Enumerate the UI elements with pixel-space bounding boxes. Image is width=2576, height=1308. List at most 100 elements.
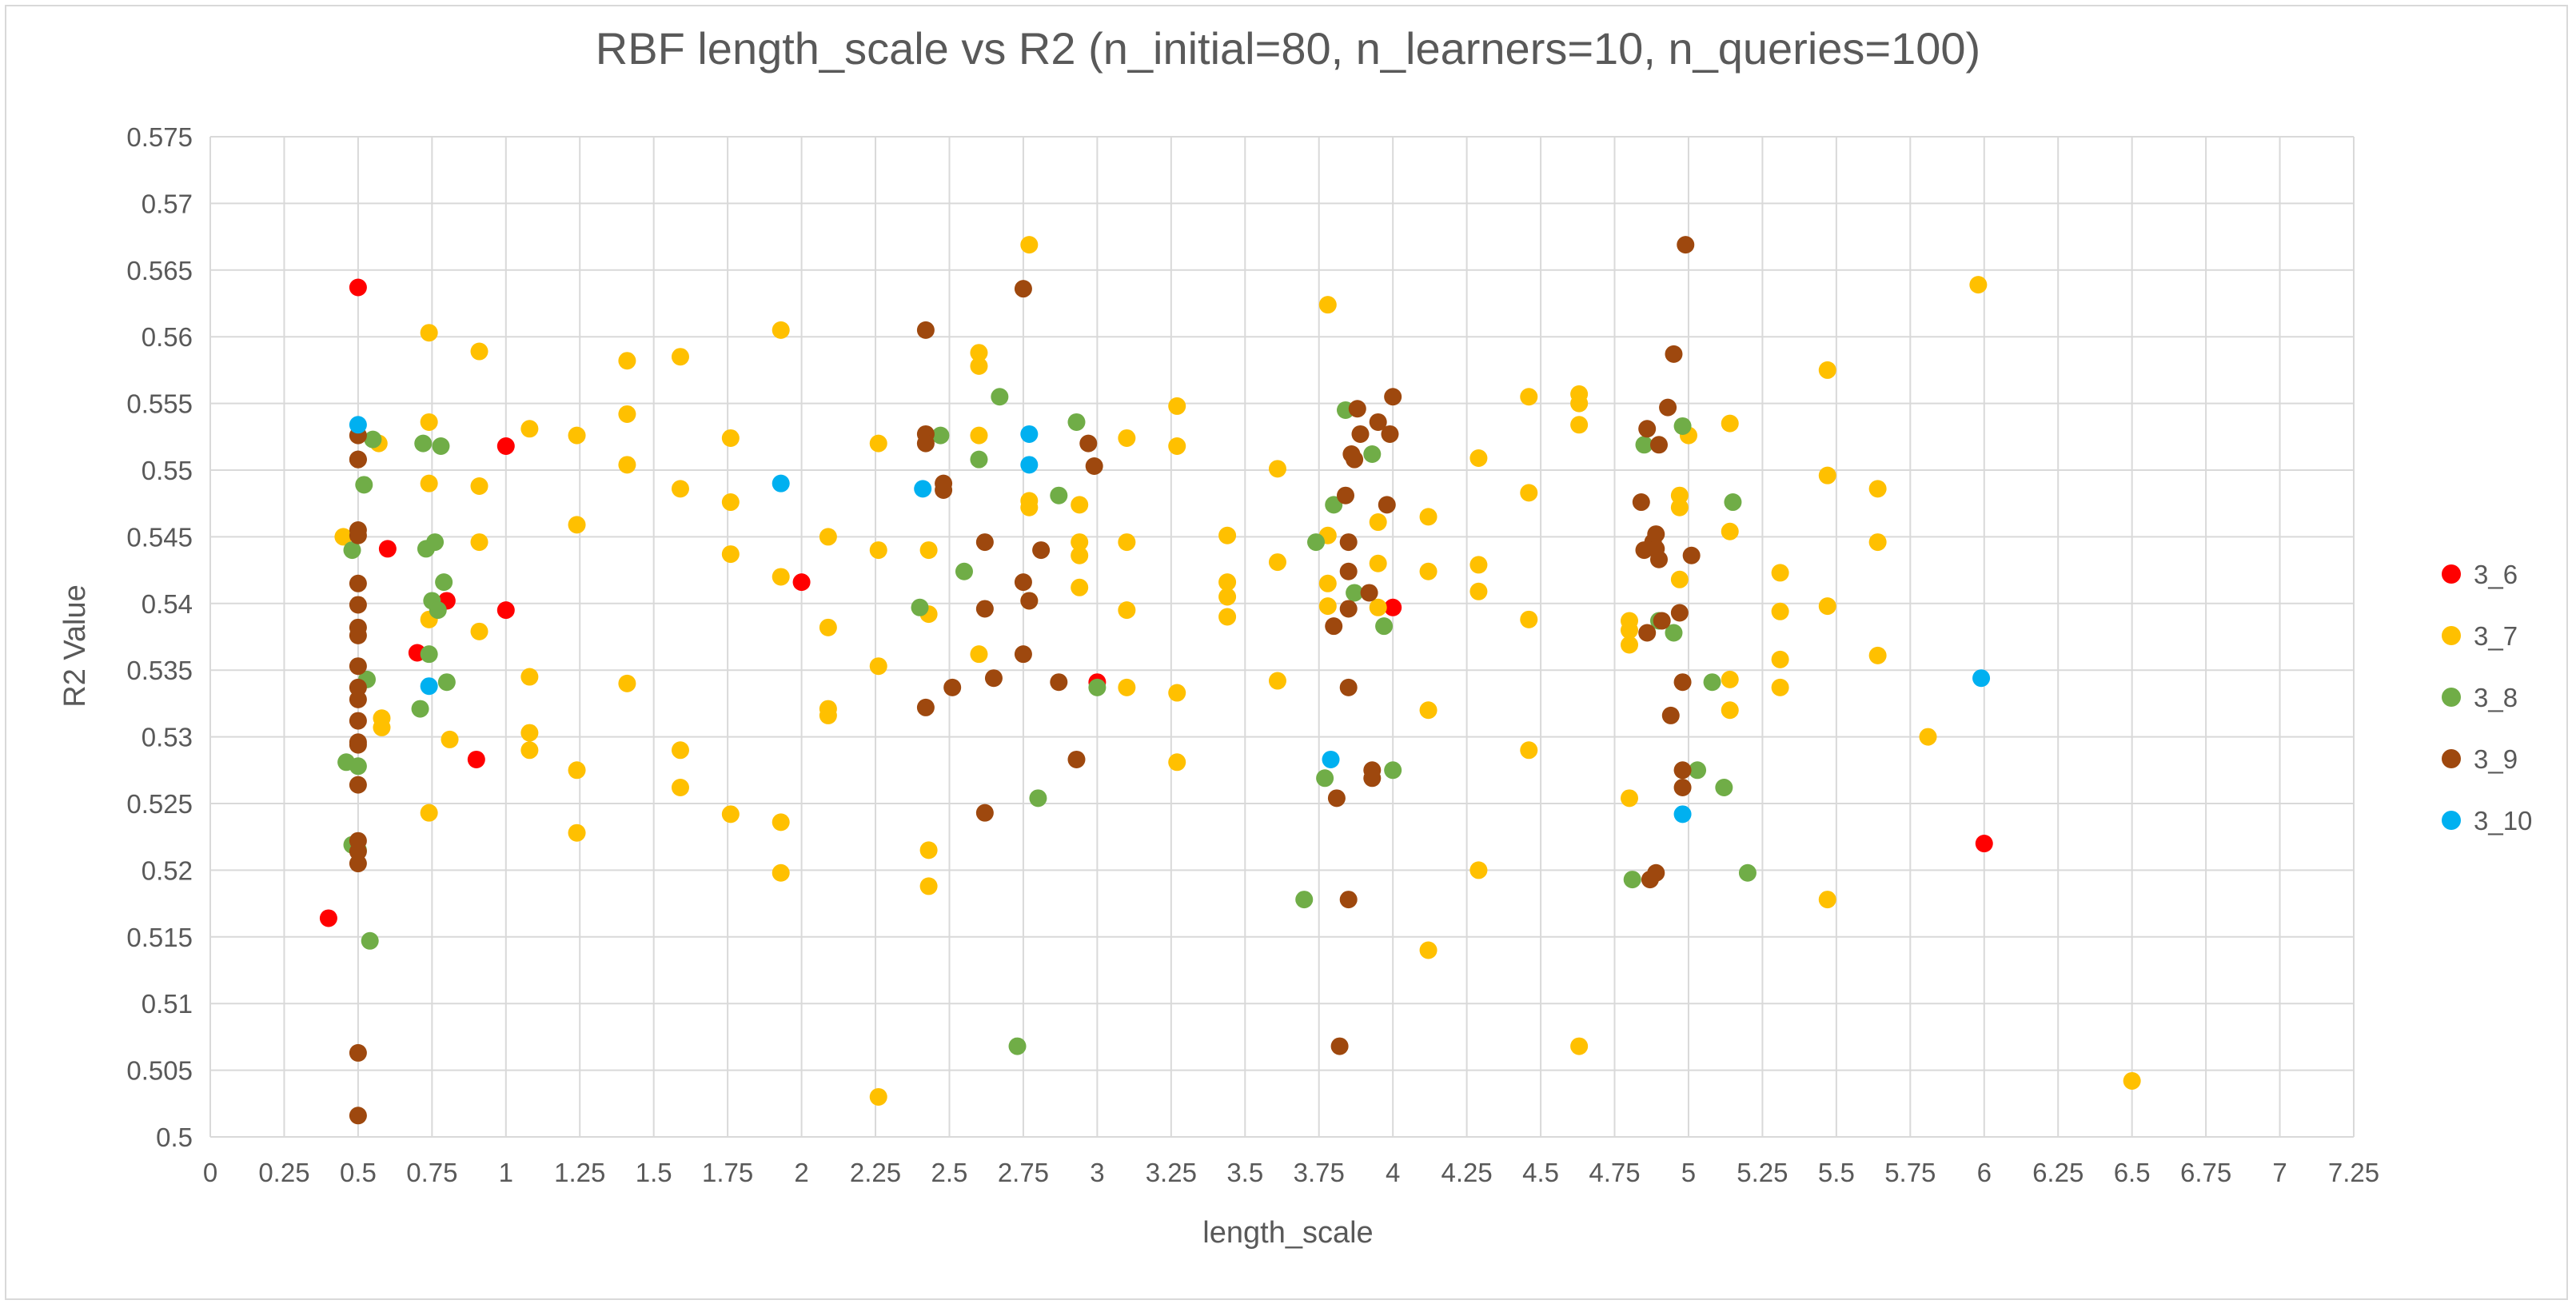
data-point [1721,522,1739,540]
data-point [1020,456,1039,474]
data-point [349,450,367,469]
data-point [349,657,367,676]
data-point [1621,621,1639,640]
data-point [1268,672,1286,690]
data-point [1384,761,1402,780]
data-point [1168,684,1186,702]
data-point [1008,1037,1027,1055]
data-point [520,724,539,742]
y-tick-label: 0.5 [156,1123,193,1152]
data-point [1322,750,1340,768]
data-point [671,348,689,366]
data-point [1673,761,1692,780]
data-point [343,541,361,560]
data-point [1378,496,1396,514]
y-tick-label: 0.575 [126,122,193,152]
x-axis-title: length_scale [1202,1216,1373,1250]
data-point [1919,728,1937,746]
data-point [1071,578,1089,596]
data-point [361,931,379,950]
data-point [520,668,539,686]
data-point [1050,673,1068,692]
data-point [1649,550,1668,568]
x-tick-label: 6 [1977,1158,1992,1187]
data-point [819,706,837,724]
data-point [420,474,438,492]
data-point [1050,486,1068,504]
data-point [432,437,450,455]
data-point [1818,361,1836,379]
data-point [618,456,636,474]
data-point [378,540,397,558]
data-point [970,344,988,362]
data-point [1638,624,1657,642]
data-point [1363,769,1382,788]
data-point [869,1087,887,1106]
y-tick-label: 0.535 [126,656,193,685]
data-point [568,823,586,842]
data-point [1520,484,1538,502]
data-point [568,761,586,780]
data-point [721,493,740,512]
data-point [869,434,887,453]
data-point [1339,678,1358,696]
data-point [496,601,515,620]
y-tick-label: 0.56 [142,322,193,352]
data-point [618,674,636,692]
data-point [1339,533,1358,552]
data-point [1677,236,1695,254]
data-point [1419,701,1438,720]
data-point [1020,592,1039,610]
data-point [869,657,887,676]
data-point [916,321,935,339]
data-point [772,321,790,339]
data-point [1168,753,1186,772]
data-point [1469,556,1488,574]
x-tick-label: 2.5 [931,1158,968,1187]
x-tick-label: 2.25 [850,1158,901,1187]
data-point [1218,608,1237,626]
data-point [1369,598,1387,616]
data-point [349,712,367,730]
data-point [364,430,382,449]
data-point [1346,584,1364,602]
data-point [420,645,438,664]
data-point [426,533,445,552]
x-tick-label: 4 [1386,1158,1400,1187]
data-point [1014,645,1032,664]
data-point [1673,805,1692,823]
x-tick-label: 3.75 [1294,1158,1345,1187]
data-point [772,813,790,831]
data-point [916,698,935,716]
data-point [914,480,932,498]
data-point [819,528,837,546]
data-point [1375,617,1394,636]
data-point [1307,533,1326,552]
data-point [931,426,950,445]
data-point [1969,276,1988,294]
data-point [1665,624,1683,642]
x-tick-label: 6.25 [2032,1158,2084,1187]
y-tick-label: 0.515 [126,923,193,952]
data-point [1621,789,1639,808]
data-point [520,420,539,438]
data-point [1020,425,1039,443]
x-tick-label: 7.25 [2328,1158,2379,1187]
data-point [349,776,367,794]
data-point [1351,425,1370,443]
data-point [1647,525,1665,544]
data-point [970,357,988,375]
x-tick-label: 4.5 [1522,1158,1559,1187]
data-point [429,601,447,620]
data-point [1020,236,1039,254]
x-tick-label: 5.75 [1884,1158,1936,1187]
data-point [1067,750,1086,768]
data-point [772,474,790,492]
data-point [568,426,586,445]
data-point [1168,397,1186,415]
data-point [355,476,373,494]
data-point [819,618,837,636]
grid-lines [209,136,2355,1138]
series-3_7 [334,236,2141,1106]
